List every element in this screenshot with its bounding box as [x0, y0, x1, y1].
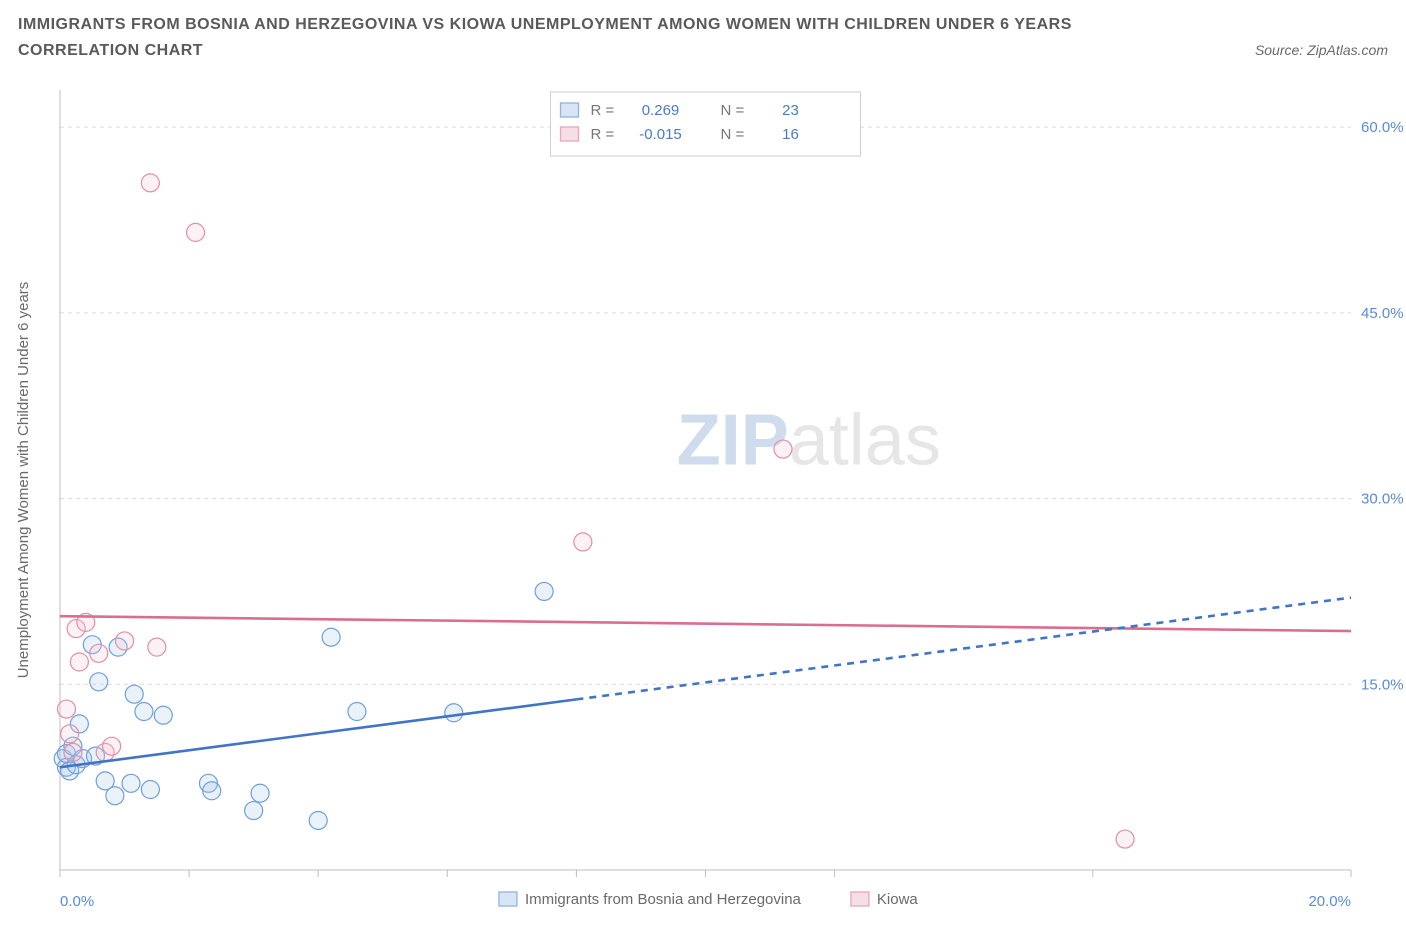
svg-text:15.0%: 15.0% [1361, 676, 1404, 693]
svg-text:R =: R = [591, 102, 615, 119]
svg-text:N =: N = [721, 126, 745, 143]
chart-container: 15.0% 30.0% 45.0% 60.0% 0.0% 20.0% ZIPatlas Une… [0, 80, 1406, 930]
svg-text:N =: N = [721, 102, 745, 119]
svg-text:20.0%: 20.0% [1308, 893, 1351, 910]
svg-text:16: 16 [782, 126, 799, 143]
svg-text:23: 23 [782, 102, 799, 119]
svg-text:0.269: 0.269 [642, 102, 680, 119]
svg-text:0.0%: 0.0% [60, 893, 94, 910]
svg-text:Kiowa: Kiowa [877, 891, 919, 908]
title-block: IMMIGRANTS FROM BOSNIA AND HERZEGOVINA V… [18, 12, 1388, 63]
svg-text:30.0%: 30.0% [1361, 491, 1404, 508]
svg-text:Unemployment Among Women with: Unemployment Among Women with Children U… [15, 282, 32, 679]
chart-title-line1: IMMIGRANTS FROM BOSNIA AND HERZEGOVINA V… [18, 12, 1388, 38]
correlation-scatter-chart: 15.0% 30.0% 45.0% 60.0% 0.0% 20.0% ZIPatlas Une… [0, 80, 1406, 930]
svg-text:Immigrants from Bosnia and Her: Immigrants from Bosnia and Herzegovina [525, 891, 802, 908]
svg-text:R =: R = [591, 126, 615, 143]
svg-text:60.0%: 60.0% [1361, 119, 1404, 136]
chart-title-line2: CORRELATION CHART [18, 38, 1388, 64]
svg-text:-0.015: -0.015 [639, 126, 682, 143]
svg-text:45.0%: 45.0% [1361, 305, 1404, 322]
source-attribution: Source: ZipAtlas.com [1255, 42, 1388, 58]
svg-text:ZIPatlas: ZIPatlas [677, 400, 941, 480]
